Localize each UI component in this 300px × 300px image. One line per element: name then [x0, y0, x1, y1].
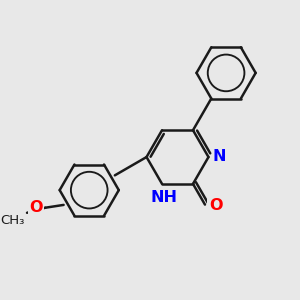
Text: CH₃: CH₃: [0, 214, 25, 227]
Text: N: N: [213, 149, 226, 164]
Text: O: O: [209, 198, 222, 213]
Text: O: O: [29, 200, 43, 215]
Text: NH: NH: [151, 190, 178, 205]
